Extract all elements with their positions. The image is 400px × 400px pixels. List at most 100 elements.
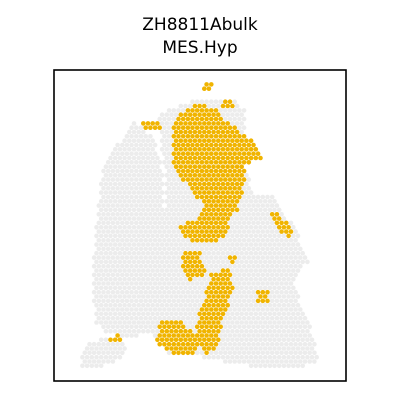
tissue-spot	[291, 225, 296, 230]
tissue-spot	[112, 207, 118, 213]
highlight-spot	[194, 177, 200, 182]
tissue-spot	[267, 199, 273, 204]
tissue-spot	[94, 259, 99, 265]
tissue-spot	[251, 229, 256, 234]
highlight-spot	[225, 147, 230, 152]
highlight-spot	[209, 194, 214, 200]
tissue-spot	[241, 324, 247, 330]
highlight-spot	[194, 108, 200, 113]
tissue-spot	[180, 203, 186, 208]
tissue-spot	[131, 294, 137, 299]
tissue-spot	[122, 207, 127, 213]
highlight-spot	[192, 147, 198, 152]
tissue-spot	[248, 225, 254, 230]
tissue-spot	[159, 147, 165, 152]
tissue-spot	[108, 242, 113, 247]
tissue-spot	[295, 311, 301, 317]
tissue-spot	[103, 285, 109, 291]
tissue-spot	[131, 121, 137, 126]
highlight-spot	[246, 151, 252, 156]
tissue-spot	[120, 238, 125, 243]
tissue-spot	[272, 276, 277, 282]
highlight-spot	[173, 147, 179, 152]
tissue-spot	[103, 181, 109, 187]
tissue-spot	[251, 350, 256, 356]
tissue-spot	[274, 298, 280, 304]
tissue-spot	[218, 255, 223, 260]
tissue-spot	[173, 199, 179, 204]
tissue-spot	[239, 225, 244, 230]
tissue-spot	[265, 238, 270, 243]
highlight-spot	[152, 125, 158, 130]
tissue-spot	[258, 320, 263, 325]
tissue-spot	[127, 294, 132, 299]
highlight-spot	[241, 151, 247, 156]
highlight-spot	[248, 147, 254, 152]
highlight-spot	[197, 259, 202, 265]
tissue-spot	[110, 341, 116, 347]
highlight-spot	[209, 82, 214, 87]
tissue-spot	[230, 250, 235, 256]
highlight-spot	[194, 255, 200, 260]
tissue-spot	[223, 341, 228, 347]
tissue-spot	[258, 242, 263, 247]
tissue-spot	[178, 285, 184, 291]
tissue-spot	[286, 320, 291, 325]
tissue-spot	[269, 255, 275, 260]
highlight-spot	[204, 116, 209, 122]
tissue-spot	[120, 289, 125, 295]
tissue-spot	[218, 341, 223, 347]
tissue-spot	[241, 255, 247, 260]
tissue-spot	[103, 216, 109, 221]
tissue-spot	[202, 259, 207, 265]
tissue-spot	[251, 289, 256, 295]
tissue-spot	[248, 207, 254, 213]
tissue-spot	[211, 250, 216, 256]
tissue-spot	[105, 298, 111, 304]
highlight-spot	[206, 302, 212, 308]
highlight-spot	[209, 333, 214, 338]
highlight-spot	[206, 328, 212, 334]
highlight-spot	[197, 138, 202, 143]
tissue-spot	[227, 116, 233, 122]
tissue-spot	[178, 242, 184, 247]
highlight-spot	[187, 121, 193, 126]
tissue-spot	[274, 255, 280, 260]
tissue-spot	[131, 268, 137, 273]
tissue-spot	[180, 212, 186, 217]
tissue-spot	[110, 238, 116, 243]
tissue-spot	[305, 259, 310, 265]
tissue-spot	[284, 350, 289, 356]
highlight-spot	[202, 225, 207, 230]
tissue-spot	[143, 315, 148, 321]
tissue-spot	[103, 164, 109, 169]
tissue-spot	[251, 238, 256, 243]
tissue-spot	[155, 225, 160, 230]
tissue-spot	[127, 233, 132, 239]
tissue-spot	[295, 354, 301, 360]
tissue-spot	[115, 160, 120, 165]
tissue-spot	[288, 263, 294, 269]
highlight-spot	[194, 142, 200, 148]
tissue-spot	[98, 242, 104, 247]
tissue-spot	[87, 359, 92, 364]
tissue-spot	[141, 207, 146, 213]
tissue-spot	[171, 168, 177, 174]
tissue-spot	[98, 320, 104, 325]
tissue-spot	[105, 203, 111, 208]
tissue-spot	[105, 220, 111, 226]
tissue-spot	[127, 164, 132, 169]
tissue-spot	[164, 138, 170, 143]
tissue-spot	[295, 242, 301, 247]
tissue-spot	[281, 216, 287, 221]
tissue-spot	[265, 220, 270, 226]
tissue-spot	[84, 363, 90, 369]
tissue-spot	[157, 289, 162, 295]
tissue-spot	[96, 203, 102, 208]
highlight-spot	[227, 125, 233, 130]
tissue-spot	[134, 272, 139, 278]
tissue-spot	[262, 268, 268, 273]
highlight-spot	[187, 138, 193, 143]
tissue-spot	[225, 259, 230, 265]
tissue-spot	[272, 354, 277, 360]
